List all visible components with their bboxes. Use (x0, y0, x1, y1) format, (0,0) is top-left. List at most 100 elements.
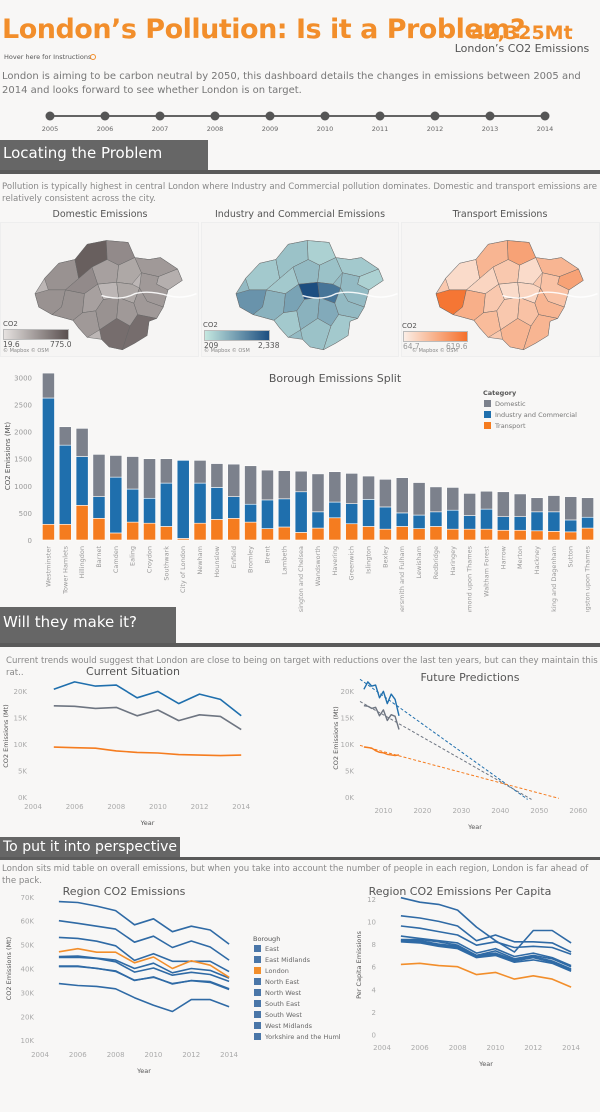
year-timeline[interactable]: 2005 2006 2007 2008 2009 2010 2011 2012 2013 2014 (0, 108, 600, 136)
line-west-midlands[interactable] (58, 956, 230, 983)
bar-transport[interactable] (496, 529, 510, 541)
bar-industry-and-commercial[interactable] (395, 512, 409, 527)
bar-domestic[interactable] (58, 426, 72, 446)
bar-domestic[interactable] (345, 473, 359, 504)
bar-transport[interactable] (294, 532, 308, 541)
bar-industry-and-commercial[interactable] (530, 511, 544, 532)
bar-industry-and-commercial[interactable] (261, 499, 274, 529)
timeline-dot-2014[interactable] (540, 111, 550, 121)
line-transport[interactable] (363, 746, 400, 757)
borough-region[interactable] (116, 257, 142, 285)
line-south-east[interactable] (400, 941, 572, 972)
bar-domestic[interactable] (446, 487, 460, 511)
map-attribution[interactable]: © Mapbox © OSM (204, 348, 250, 354)
bar-transport[interactable] (547, 531, 561, 541)
line-industry-and-commercial[interactable] (363, 681, 400, 716)
line-north-west[interactable] (58, 919, 230, 961)
bar-transport[interactable] (109, 532, 123, 541)
bar-transport[interactable] (345, 523, 359, 541)
bar-domestic[interactable] (227, 463, 241, 497)
line-east-midlands[interactable] (400, 925, 572, 955)
line-london[interactable] (400, 962, 572, 988)
line-london[interactable] (58, 947, 230, 978)
bar-domestic[interactable] (109, 455, 123, 478)
map-attribution[interactable]: © Mapbox © OSM (412, 348, 458, 354)
bar-transport[interactable] (513, 529, 527, 541)
timeline-dot-2008[interactable] (210, 111, 220, 121)
bar-industry-and-commercial[interactable] (42, 397, 55, 525)
line-south-west[interactable] (58, 965, 230, 991)
bar-transport[interactable] (126, 521, 140, 541)
bar-industry-and-commercial[interactable] (480, 508, 493, 530)
bar-industry-and-commercial[interactable] (294, 491, 308, 533)
timeline-dot-2007[interactable] (155, 111, 165, 121)
map-attribution[interactable]: © Mapbox © OSM (3, 348, 49, 354)
bar-transport[interactable] (143, 522, 156, 541)
bar-industry-and-commercial[interactable] (379, 506, 392, 530)
bar-transport[interactable] (362, 526, 375, 541)
bar-transport[interactable] (581, 527, 594, 541)
bar-domestic[interactable] (159, 458, 173, 484)
timeline-dot-2009[interactable] (265, 111, 275, 121)
instructions-link[interactable]: Hover here for Instructions (4, 53, 92, 61)
bar-domestic[interactable] (42, 372, 55, 399)
region-per-capita-chart[interactable]: 0 2 4 6 8 10 12 2004 2006 2008 2010 2012 2014 Year Per… (340, 880, 600, 1112)
bar-domestic[interactable] (244, 465, 257, 505)
line-south-west[interactable] (400, 939, 572, 971)
bar-domestic[interactable] (311, 473, 325, 513)
legend-swatch[interactable] (254, 989, 261, 996)
bar-transport[interactable] (379, 528, 392, 541)
bar-industry-and-commercial[interactable] (496, 516, 510, 531)
timeline-dot-2005[interactable] (45, 111, 55, 121)
line-north-east[interactable] (400, 896, 572, 953)
legend-swatch[interactable] (254, 978, 261, 985)
legend-swatch[interactable] (254, 956, 261, 963)
bar-industry-and-commercial[interactable] (143, 497, 156, 524)
bar-domestic[interactable] (480, 490, 493, 510)
bar-industry-and-commercial[interactable] (328, 501, 342, 519)
line-yorkshire-and-the-humber[interactable] (58, 936, 230, 973)
legend-swatch[interactable] (484, 411, 491, 418)
bar-industry-and-commercial[interactable] (193, 482, 207, 524)
timeline-dot-2006[interactable] (100, 111, 110, 121)
london-boroughs-map[interactable] (1, 223, 199, 357)
bar-domestic[interactable] (261, 469, 274, 501)
bar-transport[interactable] (328, 517, 342, 541)
line-south-east[interactable] (58, 900, 230, 945)
bar-industry-and-commercial[interactable] (345, 503, 359, 525)
line-domestic[interactable] (363, 705, 400, 730)
bar-industry-and-commercial[interactable] (75, 456, 89, 506)
bar-industry-and-commercial[interactable] (429, 511, 443, 527)
bar-transport[interactable] (429, 526, 443, 541)
bar-transport[interactable] (446, 528, 460, 541)
legend-swatch[interactable] (254, 1011, 261, 1018)
bar-industry-and-commercial[interactable] (126, 488, 140, 523)
current-situation-chart[interactable]: 0K 5K 10K 15K 20K 2004 2006 2008 2010 2012 2014 Yea… (0, 663, 300, 835)
timeline-dot-2010[interactable] (320, 111, 330, 121)
bar-domestic[interactable] (294, 470, 308, 493)
timeline-dot-2013[interactable] (485, 111, 495, 121)
bar-transport[interactable] (480, 528, 493, 541)
bar-domestic[interactable] (143, 458, 156, 499)
bar-transport[interactable] (261, 528, 274, 541)
bar-domestic[interactable] (277, 470, 291, 500)
bar-domestic[interactable] (581, 497, 594, 518)
legend-swatch[interactable] (254, 967, 261, 974)
line-transport[interactable] (53, 746, 242, 757)
bar-domestic[interactable] (379, 479, 392, 508)
bar-industry-and-commercial[interactable] (513, 516, 527, 531)
borough-region[interactable] (121, 314, 158, 351)
bar-industry-and-commercial[interactable] (176, 460, 190, 539)
line-north-west[interactable] (400, 935, 572, 967)
bar-industry-and-commercial[interactable] (92, 496, 106, 519)
bar-transport[interactable] (42, 523, 55, 541)
bar-industry-and-commercial[interactable] (210, 487, 224, 520)
bar-domestic[interactable] (126, 456, 140, 490)
legend-swatch[interactable] (254, 1022, 261, 1029)
london-boroughs-map[interactable] (402, 223, 600, 357)
legend-swatch[interactable] (254, 1033, 261, 1040)
bar-industry-and-commercial[interactable] (58, 444, 72, 525)
future-predictions-chart[interactable]: 0K 5K 10K 15K 20K 2010 2020 2030 2040 2050 2060 Yea… (300, 663, 600, 835)
bar-transport[interactable] (564, 531, 578, 541)
line-west-midlands[interactable] (400, 938, 572, 968)
